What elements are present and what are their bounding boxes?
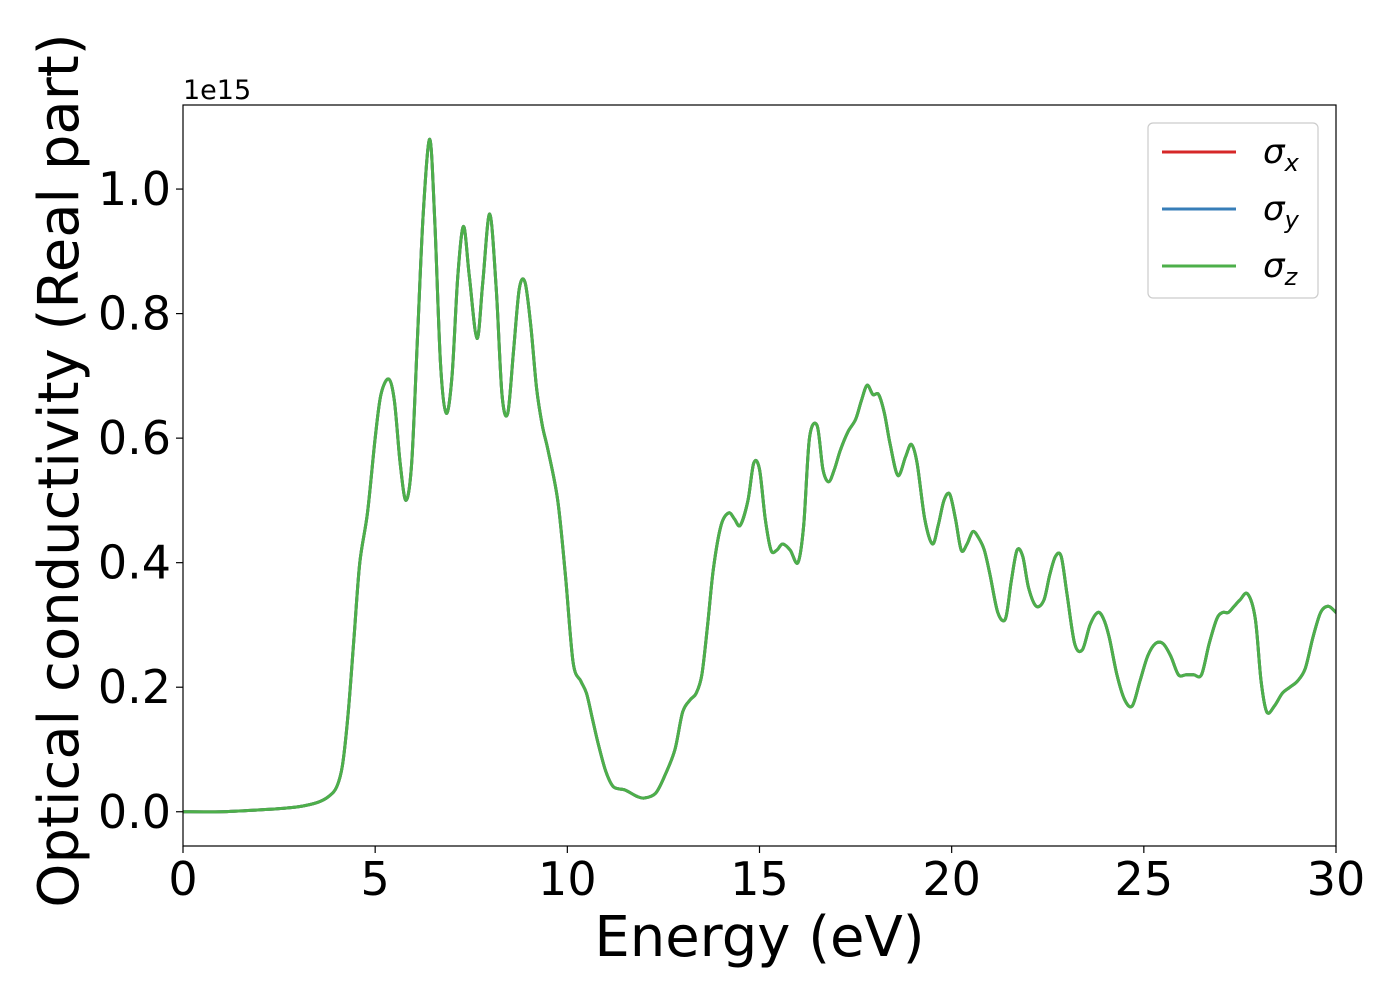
y-tick-label: 0.2	[98, 660, 171, 714]
y-offset-label: 1e15	[183, 75, 251, 106]
y-tick-label: 0.8	[98, 287, 171, 341]
x-tick-label: 10	[538, 852, 597, 906]
series-line-z	[183, 137, 1336, 814]
y-tick-label: 0.4	[98, 536, 171, 590]
ticks-layer: 0 5 10 15 20 25 30 0.0 0.2 0.4 0.6 0.8 1.0	[98, 162, 1365, 906]
x-tick-label: 15	[730, 852, 789, 906]
x-tick-label: 30	[1307, 852, 1366, 906]
series-layer	[183, 137, 1336, 814]
y-tick-label: 0.6	[98, 411, 171, 465]
x-tick-label: 5	[361, 852, 390, 906]
y-axis-title: Optical conductivity (Real part)	[27, 33, 92, 907]
x-tick-label: 0	[168, 852, 197, 906]
x-axis-title: Energy (eV)	[594, 905, 924, 970]
x-tick-label: 20	[922, 852, 981, 906]
legend-label-x: σx	[1263, 132, 1300, 177]
y-tick-label: 1.0	[98, 162, 171, 216]
legend-label-z: σz	[1263, 246, 1299, 291]
legend-label-y: σy	[1263, 189, 1300, 234]
legend: σx σy σz	[1147, 122, 1319, 299]
y-tick-label: 0.0	[98, 785, 171, 839]
x-tick-label: 25	[1115, 852, 1174, 906]
